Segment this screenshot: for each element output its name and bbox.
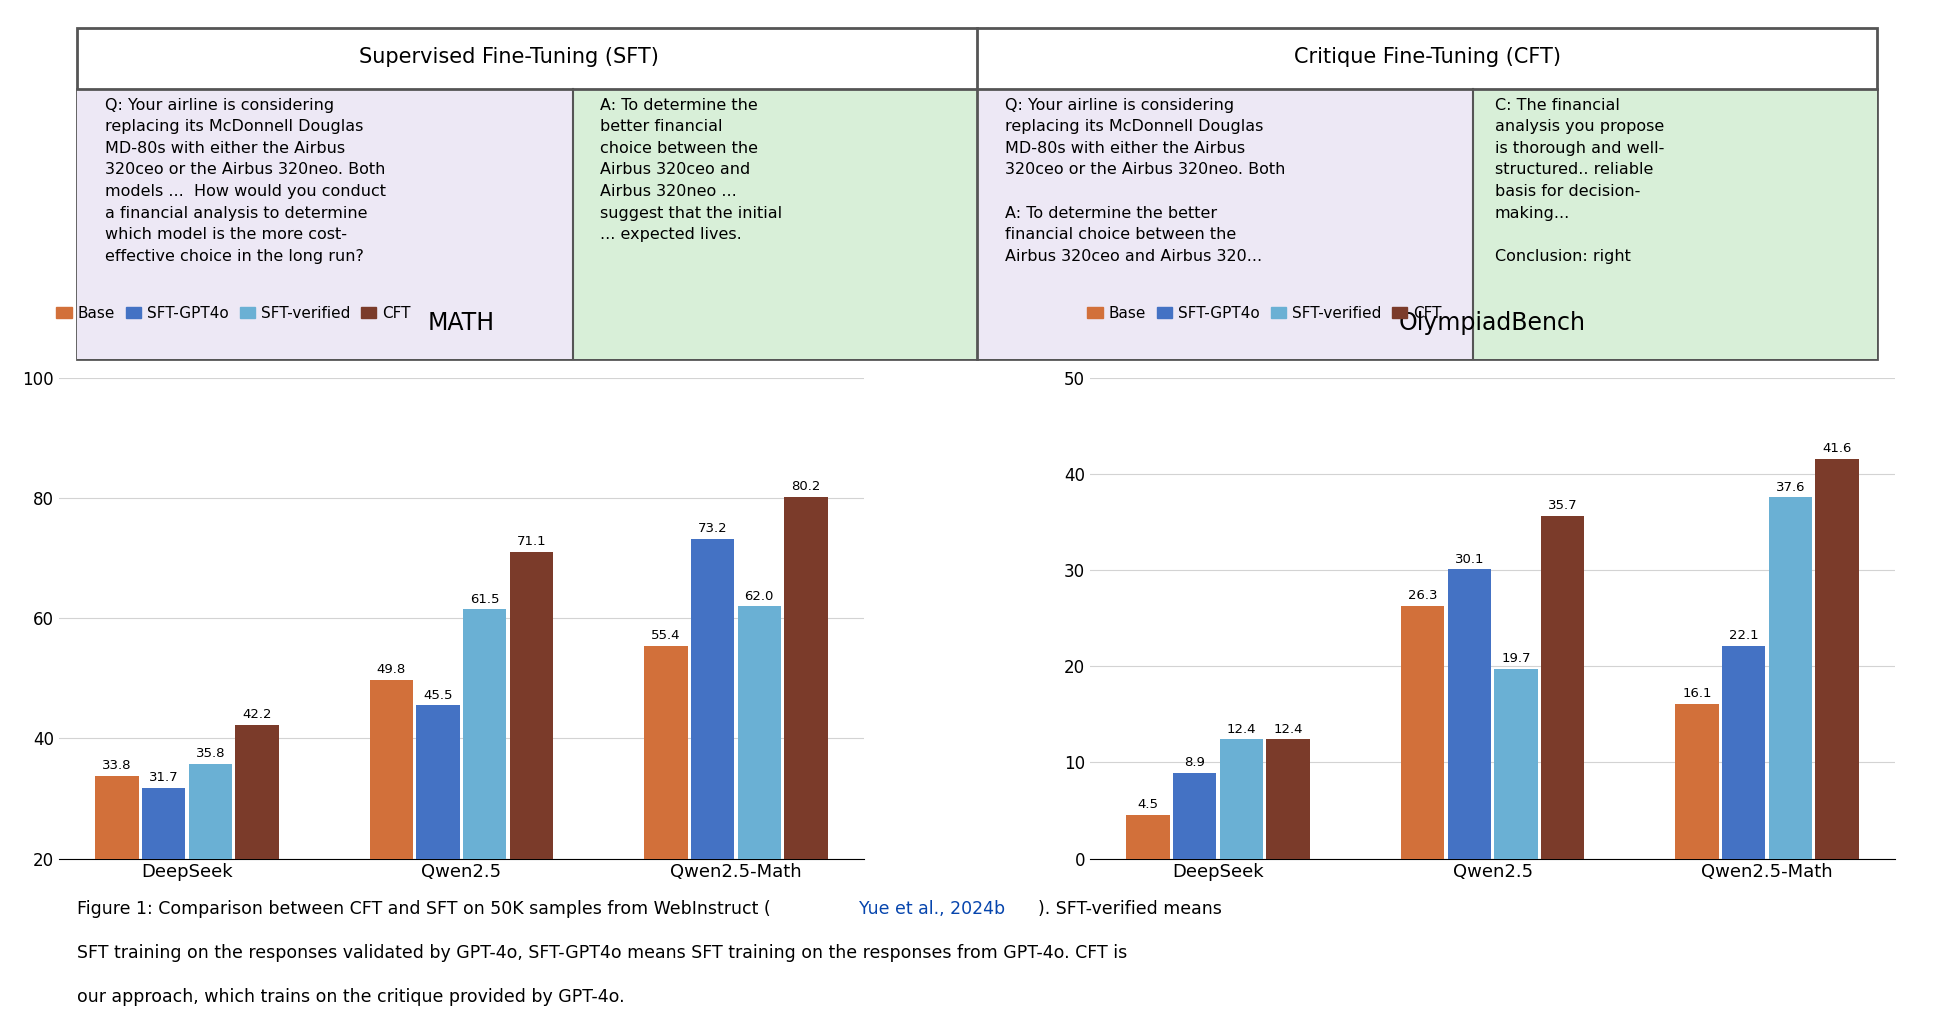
Bar [96, 776, 139, 978]
Title: MATH: MATH [428, 310, 494, 335]
Text: 33.8: 33.8 [102, 759, 131, 771]
Text: Yue et al., 2024b: Yue et al., 2024b [858, 900, 1004, 917]
Legend: Base, SFT-GPT4o, SFT-verified, CFT: Base, SFT-GPT4o, SFT-verified, CFT [1081, 300, 1448, 327]
Text: 35.7: 35.7 [1548, 498, 1577, 512]
Text: 62.0: 62.0 [744, 589, 774, 603]
Bar [1448, 570, 1491, 858]
Bar [190, 764, 233, 978]
Text: 71.1: 71.1 [516, 535, 547, 548]
Bar [1721, 646, 1764, 858]
Bar [1266, 739, 1309, 858]
Bar [1126, 816, 1170, 858]
Text: 41.6: 41.6 [1823, 443, 1852, 455]
Text: 45.5: 45.5 [424, 689, 453, 702]
Text: 22.1: 22.1 [1729, 630, 1759, 642]
Text: our approach, which trains on the critique provided by GPT-4o.: our approach, which trains on the critiq… [76, 989, 625, 1006]
Bar [510, 552, 553, 978]
Text: 16.1: 16.1 [1682, 687, 1712, 700]
Text: 8.9: 8.9 [1184, 756, 1206, 769]
Text: 37.6: 37.6 [1776, 481, 1805, 493]
Bar [416, 705, 459, 978]
Text: Critique Fine-Tuning (CFT): Critique Fine-Tuning (CFT) [1294, 47, 1561, 66]
Text: Q: Your airline is considering
replacing its McDonnell Douglas
MD-80s with eithe: Q: Your airline is considering replacing… [106, 97, 385, 264]
FancyBboxPatch shape [76, 89, 573, 359]
Text: 80.2: 80.2 [791, 480, 821, 493]
Text: 4.5: 4.5 [1137, 798, 1159, 812]
FancyBboxPatch shape [76, 28, 1878, 359]
Bar [1495, 669, 1538, 858]
Text: 26.3: 26.3 [1407, 589, 1438, 602]
Bar [1768, 497, 1811, 858]
Bar [1675, 704, 1720, 858]
Bar [369, 679, 412, 978]
Text: 42.2: 42.2 [242, 708, 272, 722]
Text: 19.7: 19.7 [1501, 652, 1530, 666]
Text: 49.8: 49.8 [377, 663, 406, 676]
Bar [737, 606, 782, 978]
Text: SFT training on the responses validated by GPT-4o, SFT-GPT4o means SFT training : SFT training on the responses validated … [76, 944, 1127, 962]
Text: 30.1: 30.1 [1454, 552, 1483, 566]
Bar [1815, 459, 1858, 858]
Bar [645, 646, 688, 978]
Bar [1401, 606, 1444, 858]
Text: 12.4: 12.4 [1227, 723, 1256, 735]
Bar [692, 539, 735, 978]
Text: Supervised Fine-Tuning (SFT): Supervised Fine-Tuning (SFT) [360, 47, 658, 66]
Text: 61.5: 61.5 [471, 592, 500, 606]
Text: 31.7: 31.7 [149, 771, 178, 785]
FancyBboxPatch shape [573, 89, 977, 359]
Bar [143, 788, 186, 978]
Text: 35.8: 35.8 [195, 747, 225, 760]
Bar [463, 609, 506, 978]
Bar [784, 497, 828, 978]
FancyBboxPatch shape [977, 89, 1473, 359]
Bar [234, 725, 279, 978]
Text: Figure 1: Comparison between CFT and SFT on 50K samples from WebInstruct (: Figure 1: Comparison between CFT and SFT… [76, 900, 770, 917]
Bar [1542, 516, 1585, 858]
Legend: Base, SFT-GPT4o, SFT-verified, CFT: Base, SFT-GPT4o, SFT-verified, CFT [51, 300, 416, 327]
Text: ). SFT-verified means: ). SFT-verified means [1038, 900, 1221, 917]
Bar [1172, 773, 1217, 858]
Text: Q: Your airline is considering
replacing its McDonnell Douglas
MD-80s with eithe: Q: Your airline is considering replacing… [1004, 97, 1286, 264]
Text: A: To determine the
better financial
choice between the
Airbus 320ceo and
Airbus: A: To determine the better financial cho… [600, 97, 784, 242]
Title: OlympiadBench: OlympiadBench [1399, 310, 1587, 335]
Text: 55.4: 55.4 [651, 629, 680, 642]
Text: 12.4: 12.4 [1274, 723, 1303, 735]
Bar [1219, 739, 1262, 858]
FancyBboxPatch shape [1473, 89, 1878, 359]
Text: 73.2: 73.2 [698, 522, 727, 536]
Text: C: The financial
analysis you propose
is thorough and well-
structured.. reliabl: C: The financial analysis you propose is… [1495, 97, 1665, 264]
